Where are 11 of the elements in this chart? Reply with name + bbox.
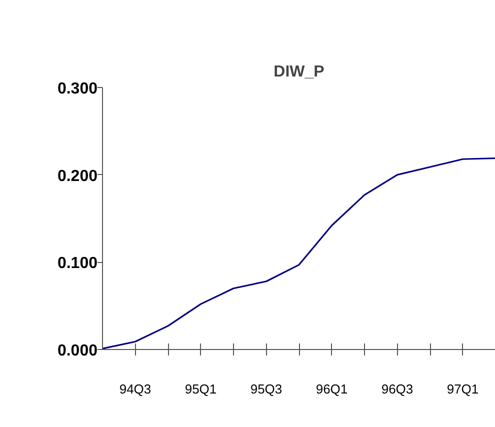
y-tick-label: 0.200 [57, 168, 98, 185]
y-tick-label: 0.300 [57, 80, 98, 98]
chart-title: DIW_P [274, 64, 325, 80]
x-tick-label: 95Q3 [250, 382, 282, 396]
x-tick-label: 96Q3 [381, 382, 414, 396]
x-tick-label: 94Q3 [119, 382, 152, 396]
x-tick-label: 95Q1 [184, 382, 217, 396]
y-tick-label: 0.000 [57, 342, 98, 360]
y-tick-label: 0.100 [57, 255, 98, 272]
x-tick-label: 97Q1 [446, 382, 479, 396]
x-tick-label: 96Q1 [316, 382, 348, 396]
